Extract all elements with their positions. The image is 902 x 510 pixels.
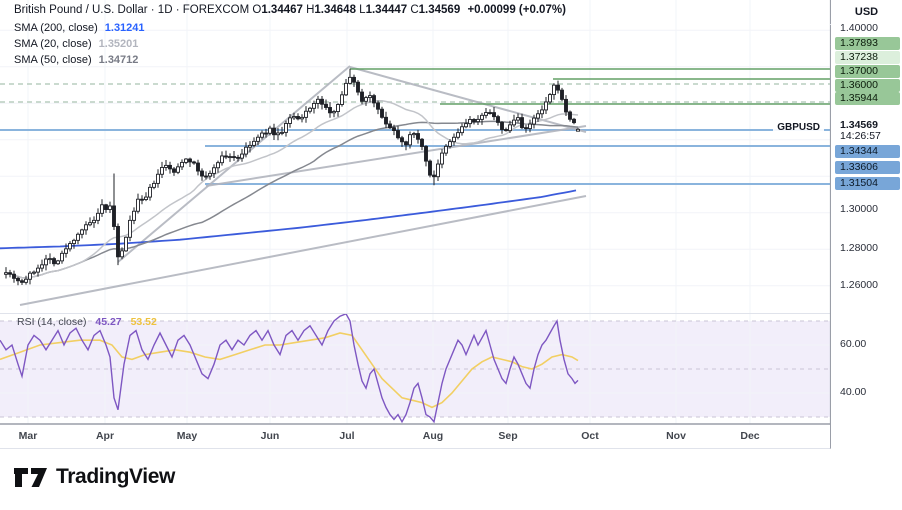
ohlc-value: 1.34467 — [261, 4, 303, 16]
indicator-value: 1.35201 — [98, 38, 139, 50]
ohlc-value: 1.34447 — [365, 4, 408, 16]
price-level-label: 1.37000 — [835, 65, 900, 78]
time-axis-month-label: Mar — [18, 430, 38, 442]
indicator-label: SMA (20, close) — [14, 38, 92, 50]
price-level-label: 1.37893 — [835, 37, 900, 50]
indicator-legend-row[interactable]: SMA (50, close) 1.34712 — [14, 53, 138, 67]
tradingview-wordmark: TradingView — [56, 465, 175, 488]
tradingview-logo-icon — [14, 468, 47, 487]
price-level-label: 1.33606 — [835, 161, 900, 174]
time-axis-month-label: Oct — [581, 430, 599, 442]
time-axis[interactable]: Mar Apr May Jun Jul Aug Sep Oct Nov Dec — [0, 425, 830, 448]
price-level-label: 1.34344 — [835, 145, 900, 158]
price-axis-tick-label: 1.28000 — [840, 242, 878, 254]
ohlc-key: O — [252, 4, 262, 16]
ohlc-values: O1.34467 H1.34648 L1.34447 C1.34569 — [252, 4, 460, 16]
rsi-label-text: RSI (14, close) — [17, 316, 87, 328]
price-axis-tick-label: 1.30000 — [840, 203, 878, 215]
price-axis-tick-label: 1.26000 — [840, 279, 878, 291]
rsi-indicator-label[interactable]: RSI (14, close) 45.27 53.52 — [17, 316, 163, 328]
indicator-label: SMA (50, close) — [14, 54, 92, 66]
price-axis-tick-label: 60.00 — [840, 338, 867, 350]
time-axis-month-label: May — [176, 430, 198, 442]
ohlc-key: C — [407, 4, 419, 16]
indicator-value: 1.34712 — [98, 54, 139, 66]
ohlc-value: 1.34648 — [314, 4, 356, 16]
price-level-label: 1.36000 — [835, 79, 900, 92]
ohlc-value: 1.34569 — [418, 4, 461, 16]
rsi-ma-value: 53.52 — [130, 316, 157, 328]
time-axis-month-label: Jun — [260, 430, 280, 442]
time-axis-month-label: Nov — [666, 430, 686, 442]
symbol-price-tag: GBPUSD — [773, 121, 824, 134]
time-axis-month-label: Apr — [95, 430, 115, 442]
indicator-legend-row[interactable]: SMA (20, close) 1.35201 — [14, 37, 138, 51]
price-axis-tick-label: 1.40000 — [840, 22, 878, 34]
bar-countdown-label: 14:26:57 — [835, 130, 900, 143]
time-axis-month-label: Sep — [498, 430, 518, 442]
price-change: +0.00099 (+0.07%) — [467, 4, 566, 16]
price-axis[interactable]: USD 1.34569 14:26:57 1.40000 1.37893 1.372… — [831, 0, 902, 449]
indicator-value: 1.31241 — [104, 22, 145, 34]
symbol-title: British Pound / U.S. Dollar · 1D · FOREX… — [14, 4, 250, 16]
price-level-label: 1.35944 — [835, 92, 900, 105]
price-level-label: 1.31504 — [835, 177, 900, 190]
time-axis-month-label: Dec — [740, 430, 760, 442]
price-chart-canvas[interactable] — [0, 0, 902, 449]
time-axis-month-label: Aug — [422, 430, 444, 442]
ohlc-key: L — [355, 4, 366, 16]
price-level-label: 1.37238 — [835, 51, 900, 64]
indicator-label: SMA (200, close) — [14, 22, 98, 34]
rsi-value: 45.27 — [95, 316, 122, 328]
symbol-info-bar[interactable]: British Pound / U.S. Dollar · 1D · FOREX… — [14, 4, 566, 16]
price-axis-tick-label: 40.00 — [840, 386, 867, 398]
ohlc-key: H — [302, 4, 315, 16]
price-axis-currency: USD — [854, 6, 879, 18]
tradingview-logo-link[interactable]: TradingView — [12, 464, 175, 490]
current-price-label: 1.34569 — [835, 119, 900, 132]
indicator-legend-row[interactable]: SMA (200, close) 1.31241 — [14, 21, 145, 35]
time-axis-month-label: Jul — [339, 430, 355, 442]
footer-bar: TradingView — [0, 449, 902, 510]
